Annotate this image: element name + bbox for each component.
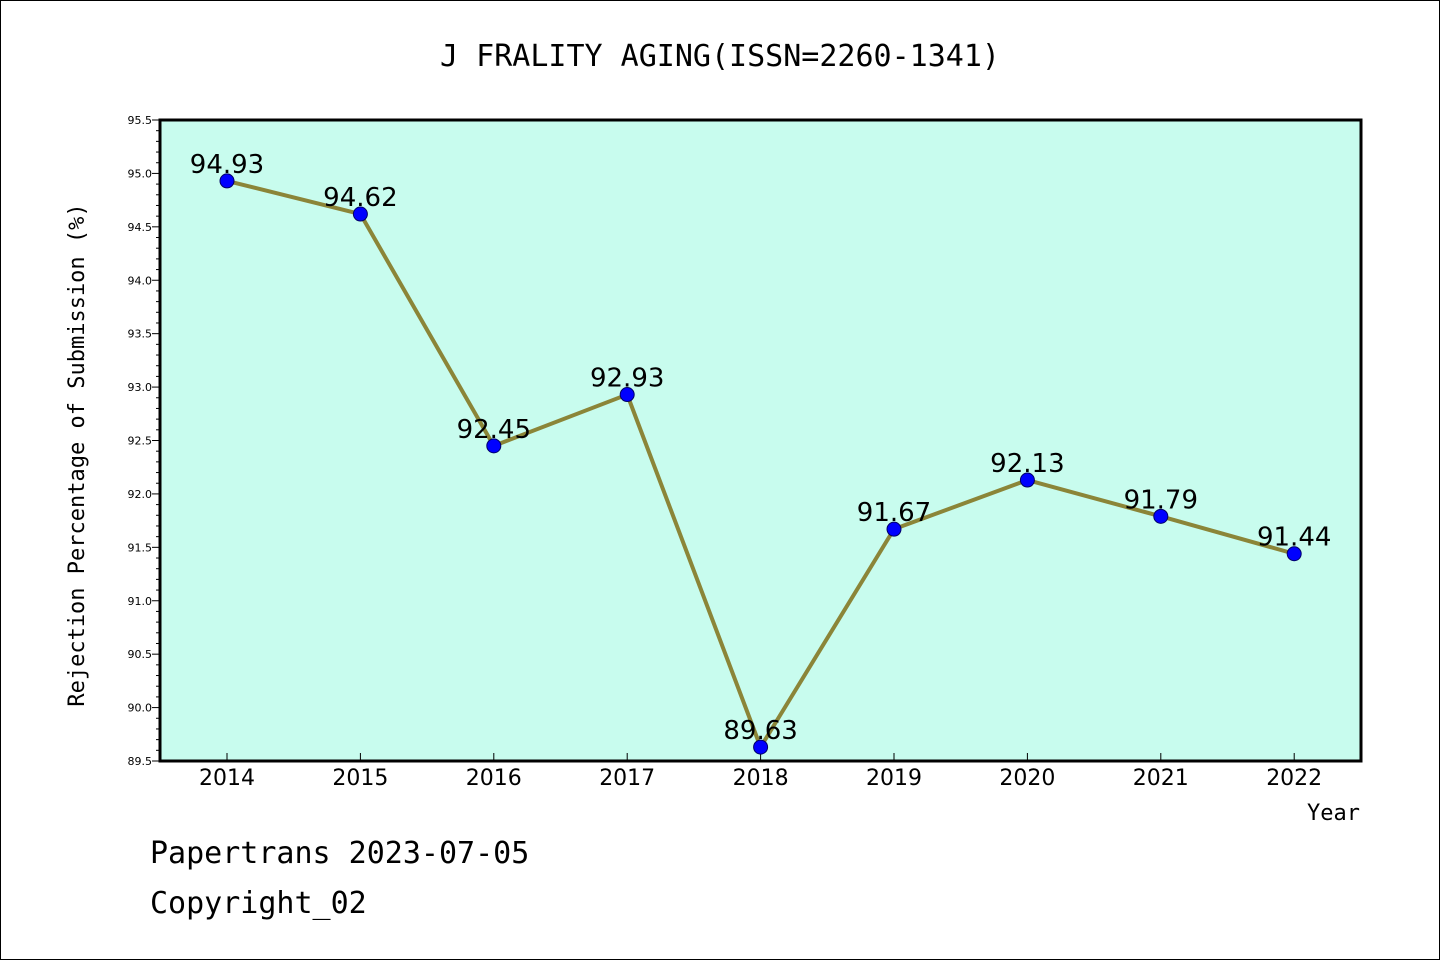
y-axis-ticks: 89.5 90.0 90.5 91.0 91.5 92.0 92.5 93.0 93.5 94.0… [128, 114, 160, 768]
data-point [619, 387, 635, 403]
data-label: 92.45 [457, 415, 531, 445]
y-tick-label: 90.5 [128, 648, 153, 661]
data-point [219, 173, 235, 189]
y-tick-label: 94.5 [128, 221, 153, 234]
x-tick-label: 2017 [599, 766, 655, 791]
plot-area [158, 118, 1363, 763]
y-tick-label: 93.0 [128, 381, 153, 394]
source-note: Papertrans 2023-07-05 [150, 836, 530, 871]
data-label: 94.62 [323, 183, 397, 213]
x-tick-label: 2021 [1133, 766, 1189, 791]
y-tick-label: 95.5 [128, 114, 153, 127]
x-tick-label: 2015 [332, 766, 388, 791]
data-point [1153, 508, 1169, 524]
y-tick-label: 89.5 [128, 755, 153, 768]
data-label: 92.13 [990, 449, 1064, 479]
x-tick-label: 2016 [466, 766, 522, 791]
x-tick-label: 2014 [199, 766, 255, 791]
data-label: 91.44 [1257, 523, 1331, 553]
x-tick-label: 2020 [999, 766, 1055, 791]
y-tick-label: 92.5 [128, 435, 153, 448]
data-point [486, 438, 502, 454]
data-label: 89.63 [723, 716, 797, 746]
data-label: 94.93 [190, 150, 264, 180]
data-point [352, 206, 368, 222]
y-axis-label: Rejection Percentage of Submission (%) [65, 203, 90, 706]
chart-title: J FRALITY AGING(ISSN=2260-1341) [440, 39, 1000, 74]
data-point [753, 739, 769, 755]
data-point [1286, 546, 1302, 562]
y-tick-label: 91.5 [128, 541, 153, 554]
data-label: 91.67 [857, 498, 931, 528]
y-tick-label: 91.0 [128, 595, 153, 608]
x-tick-label: 2019 [866, 766, 922, 791]
x-tick-label: 2022 [1266, 766, 1322, 791]
data-label: 91.79 [1124, 485, 1198, 515]
copyright-note: Copyright_02 [150, 886, 367, 921]
y-tick-label: 94.0 [128, 274, 153, 287]
y-tick-label: 95.0 [128, 167, 153, 180]
data-label: 92.93 [590, 364, 664, 394]
x-axis-ticks: 2014 2015 2016 2017 2018 2019 2020 2021 2022 [199, 753, 1322, 791]
data-point [1019, 472, 1035, 488]
x-tick-label: 2018 [733, 766, 789, 791]
y-tick-label: 93.5 [128, 328, 153, 341]
y-tick-label: 90.0 [128, 702, 153, 715]
x-axis-label: Year [1307, 801, 1360, 826]
series-group: 94.93 94.62 92.45 92.93 89.63 91.67 92.13 91.79… [190, 150, 1331, 755]
data-point [886, 521, 902, 537]
y-tick-label: 92.0 [128, 488, 153, 501]
